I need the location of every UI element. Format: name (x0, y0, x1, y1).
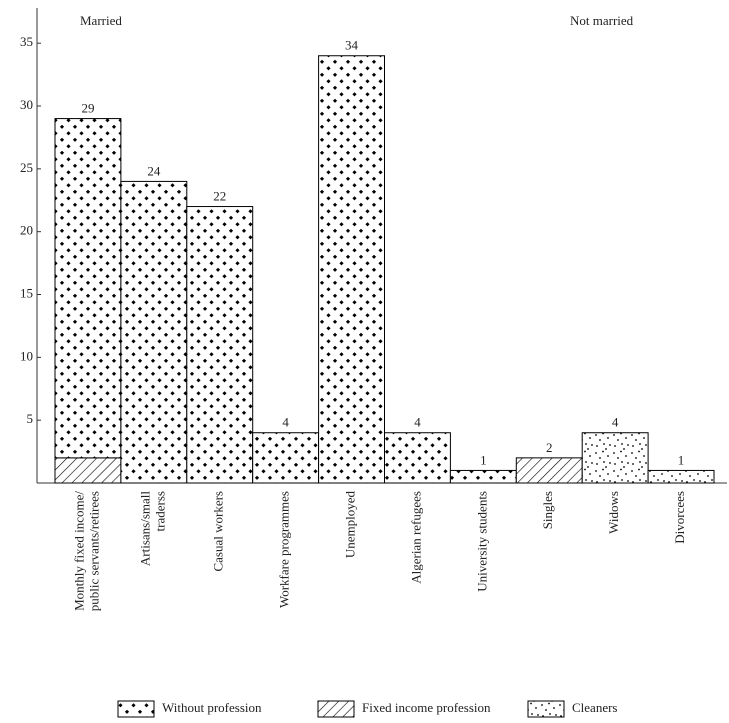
x-tick-label: Divorcees (672, 491, 687, 544)
data-label: 1 (480, 452, 487, 467)
bar-segment (120, 180, 188, 484)
x-tick-label: Algerian refugees (408, 491, 423, 584)
bar-segment (515, 457, 583, 484)
x-tick-label: traderss (152, 491, 167, 531)
annotation: Married (80, 13, 122, 28)
legend-label: Fixed income profession (362, 700, 491, 715)
y-tick-label: 5 (27, 411, 34, 426)
x-tick-label: Widows (606, 491, 621, 534)
legend-label: Cleaners (572, 700, 617, 715)
y-tick-label: 15 (20, 285, 33, 300)
bar-segment (647, 469, 715, 484)
data-label: 4 (612, 415, 619, 430)
legend-label: Without profession (162, 700, 262, 715)
data-label: 4 (414, 415, 421, 430)
bar-segment (54, 457, 122, 484)
bar-segment (384, 432, 451, 484)
data-label: 24 (147, 163, 161, 178)
y-tick-label: 35 (20, 34, 33, 49)
bar-segment (186, 206, 254, 484)
bar-segment (318, 55, 386, 484)
x-tick-label: public servants/retirees (86, 491, 101, 611)
data-label: 34 (345, 38, 359, 53)
annotation: Not married (570, 13, 634, 28)
y-tick-label: 20 (20, 223, 33, 238)
x-tick-label: University students (474, 491, 489, 592)
bar-segment (581, 432, 649, 484)
y-tick-label: 25 (20, 160, 33, 175)
legend-swatch (117, 700, 155, 718)
bar-segment (54, 118, 122, 459)
bar-segment (252, 432, 320, 484)
legend-swatch (527, 700, 565, 718)
y-tick-label: 10 (20, 348, 33, 363)
bar-segment (449, 469, 517, 484)
x-tick-label: Singles (540, 491, 555, 529)
y-tick-label: 30 (20, 97, 33, 112)
x-tick-label: Workfare programmes (277, 491, 292, 608)
data-label: 22 (213, 189, 226, 204)
data-label: 1 (678, 452, 685, 467)
data-label: 4 (282, 415, 289, 430)
data-label: 29 (81, 101, 94, 116)
x-tick-label: Casual workers (211, 491, 226, 572)
legend-swatch (317, 700, 355, 718)
x-tick-label: Artisans/small (137, 491, 152, 566)
x-tick-label: Monthly fixed income/ (71, 491, 86, 611)
x-tick-label: Unemployed (343, 491, 358, 559)
data-label: 2 (546, 440, 553, 455)
